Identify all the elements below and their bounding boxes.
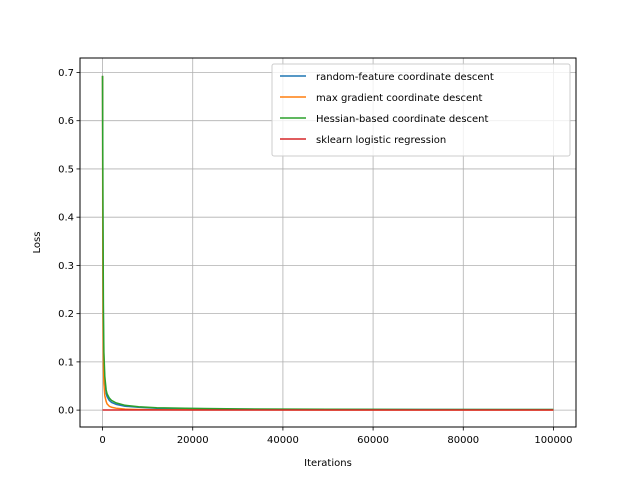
y-tick-label: 0.6	[58, 116, 74, 127]
y-tick-label: 0.5	[58, 164, 74, 175]
legend-label: random-feature coordinate descent	[316, 72, 494, 83]
plot-frame	[79, 57, 577, 428]
legend-label: sklearn logistic regression	[316, 135, 446, 146]
x-tick-label: 80000	[447, 435, 479, 446]
legend: random-feature coordinate descent max gra…	[271, 63, 571, 157]
series-line-3	[101, 75, 554, 411]
x-tick-label: 60000	[357, 435, 389, 446]
y-tick-label: 0.3	[58, 261, 74, 272]
y-tick-label: 0.1	[58, 357, 74, 368]
x-tick-label: 100000	[534, 435, 572, 446]
x-axis-label: Iterations	[304, 458, 352, 469]
y-tick-label: 0.7	[58, 68, 74, 79]
legend-label: Hessian-based coordinate descent	[316, 114, 489, 125]
x-tick-label: 20000	[177, 435, 209, 446]
y-tick-label: 0.2	[58, 309, 74, 320]
x-tick-label: 0	[99, 435, 105, 446]
legend-box	[271, 63, 571, 157]
y-tick-label: 0.4	[58, 213, 74, 224]
x-tick-label: 40000	[267, 435, 299, 446]
y-axis-ticks: 0.0 0.1 0.2 0.3 0.4 0.5 0.6 0.7	[58, 68, 80, 417]
y-tick-label: 0.0	[58, 406, 74, 417]
legend-label: max gradient coordinate descent	[316, 93, 482, 104]
x-axis-ticks: 0 20000 40000 60000 80000 100000	[99, 427, 573, 446]
series-lines	[101, 75, 554, 411]
y-axis-label: Loss	[32, 232, 43, 254]
